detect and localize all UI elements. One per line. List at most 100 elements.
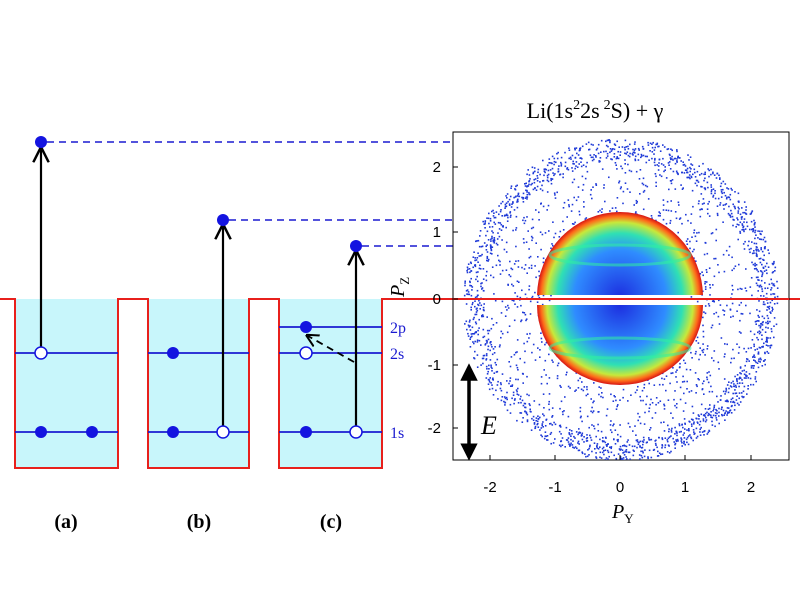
scatter-dot [603, 184, 605, 186]
scatter-dot [509, 216, 512, 218]
scatter-dot [590, 439, 593, 441]
scatter-dot [622, 457, 625, 459]
scatter-dot [576, 447, 578, 450]
scatter-dot [668, 452, 671, 454]
scatter-dot [764, 303, 766, 306]
scatter-dot [542, 426, 544, 428]
scatter-dot [707, 431, 710, 434]
scatter-dot [754, 226, 756, 228]
scatter-dot [734, 207, 736, 210]
scatter-dot [540, 248, 542, 251]
scatter-dot [706, 345, 709, 347]
scatter-dot [605, 437, 607, 439]
scatter-dot [593, 442, 596, 444]
scatter-dot [761, 321, 764, 324]
scatter-dot [761, 338, 763, 341]
scatter-dot [505, 202, 508, 204]
scatter-dot [595, 456, 597, 458]
scatter-dot [647, 144, 650, 146]
scatter-dot [487, 378, 490, 381]
scatter-dot [524, 402, 527, 405]
scatter-dot [503, 215, 506, 217]
scatter-dot [666, 439, 669, 441]
scatter-dot [648, 438, 650, 441]
scatter-dot [755, 323, 757, 325]
scatter-dot [688, 176, 690, 179]
scatter-dot [759, 361, 761, 363]
scatter-dot [733, 401, 736, 404]
scatter-dot [617, 440, 619, 443]
scatter-dot [530, 267, 533, 269]
scatter-dot [550, 422, 552, 425]
scatter-dot [737, 352, 740, 354]
scatter-dot [510, 267, 512, 270]
scatter-dot [511, 385, 513, 387]
scatter-dot [529, 313, 532, 315]
scatter-dot [625, 445, 628, 448]
scatter-dot [562, 413, 564, 416]
scatter-dot [693, 248, 695, 251]
panel-label-c: (c) [320, 511, 342, 533]
scatter-dot [504, 306, 507, 308]
scatter-dot [524, 185, 527, 187]
scatter-dot [769, 311, 771, 313]
scatter-dot [722, 390, 725, 393]
scatter-dot [710, 190, 713, 193]
scatter-dot [486, 251, 489, 253]
scatter-dot [590, 410, 592, 413]
scatter-dot [624, 182, 627, 184]
scatter-dot [723, 414, 725, 416]
scatter-dot [718, 415, 720, 417]
scatter-dot [740, 312, 743, 315]
scatter-dot [686, 388, 688, 390]
scatter-dot [480, 364, 482, 366]
scatter-dot [525, 241, 528, 243]
scatter-dot [493, 239, 496, 242]
scatter-dot [670, 412, 672, 414]
scatter-dot [729, 216, 732, 218]
scatter-dot [552, 244, 554, 247]
scatter-dot [655, 175, 657, 178]
scatter-dot [548, 162, 550, 164]
electron-a-1s-2 [86, 426, 98, 438]
scatter-dot [767, 345, 769, 347]
scatter-dot [750, 212, 752, 215]
scatter-dot [703, 311, 705, 313]
scatter-dot [680, 430, 682, 433]
scatter-dot [708, 390, 711, 393]
scatter-dot [683, 380, 686, 383]
scatter-dot [548, 408, 551, 411]
scatter-dot [559, 426, 562, 428]
scatter-dot [650, 456, 653, 459]
scatter-dot [662, 218, 665, 221]
scatter-dot [758, 320, 760, 322]
scatter-dot [586, 170, 589, 173]
scatter-dot [539, 349, 541, 351]
scatter-dot [758, 332, 761, 335]
scatter-dot [739, 377, 742, 379]
scatter-dot [532, 188, 535, 191]
scatter-dot [763, 270, 766, 272]
scatter-dot [556, 191, 558, 194]
scatter-dot [617, 404, 619, 406]
scatter-dot [509, 260, 511, 263]
scatter-dot [757, 237, 759, 239]
scatter-dot [492, 276, 495, 279]
scatter-dot [701, 203, 704, 205]
scatter-dot [528, 288, 530, 291]
scatter-dot [546, 439, 548, 441]
scatter-dot [589, 444, 591, 447]
scatter-dot [716, 214, 719, 217]
scatter-dot [732, 380, 734, 383]
scatter-dot [549, 423, 551, 425]
scatter-dot [502, 225, 504, 227]
scatter-dot [622, 445, 624, 447]
scatter-dot [634, 158, 636, 161]
scatter-dot [648, 449, 651, 452]
scatter-dot [490, 238, 492, 241]
scatter-dot [524, 264, 527, 266]
scatter-dot [557, 168, 560, 170]
scatter-dot [571, 170, 574, 172]
scatter-dot [769, 301, 772, 304]
scatter-dot [686, 441, 688, 444]
